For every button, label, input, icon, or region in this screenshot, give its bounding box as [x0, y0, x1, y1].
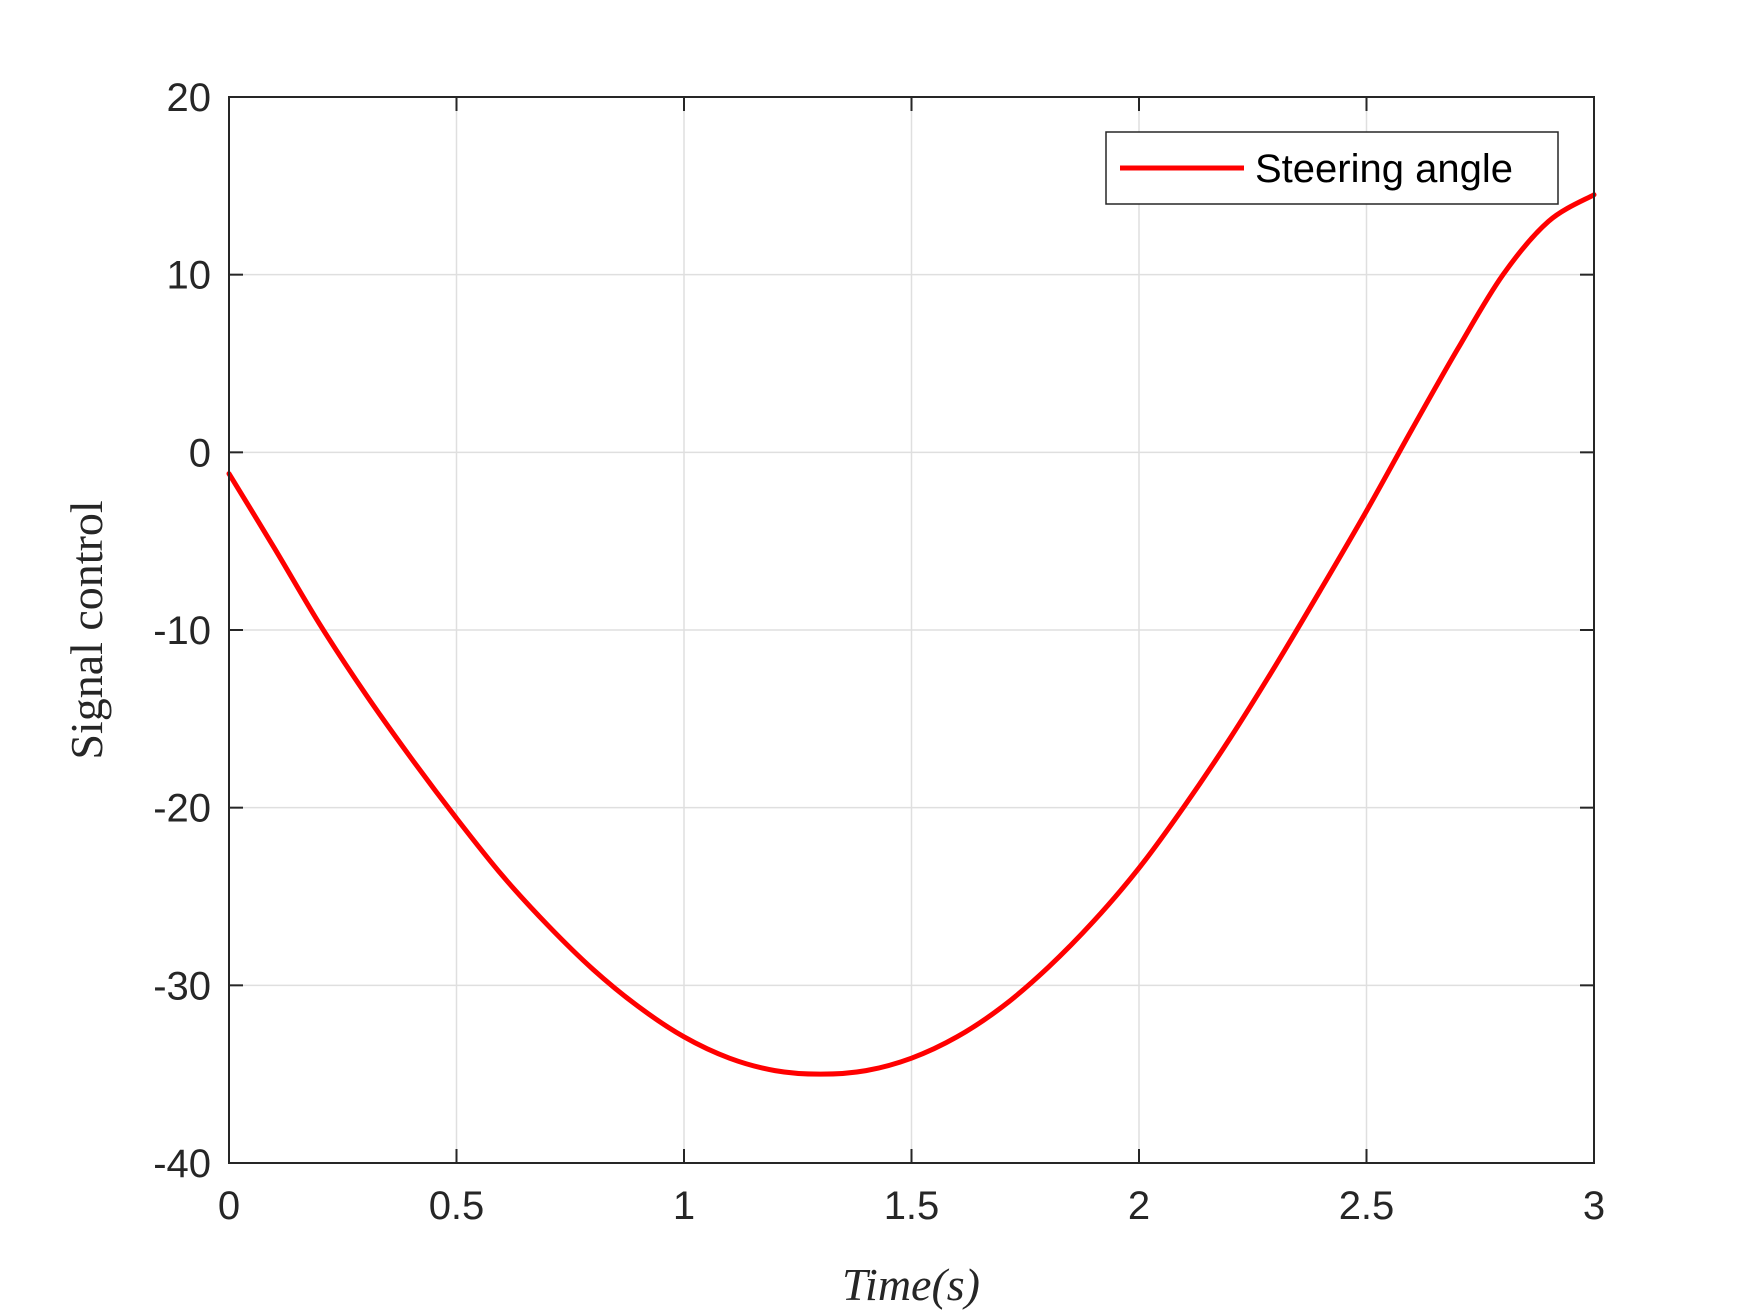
- series-line-steering-angle: [226, 192, 1597, 1077]
- y-tick-label: -30: [153, 964, 211, 1008]
- x-axis-title: Time(s): [842, 1259, 980, 1310]
- grid: [229, 97, 1594, 1163]
- x-tick-label: 2: [1128, 1184, 1150, 1228]
- legend-label: Steering angle: [1255, 147, 1513, 191]
- y-tick-label: 0: [189, 431, 211, 475]
- y-tick-label: -40: [153, 1142, 211, 1186]
- legend: Steering angle: [1105, 131, 1559, 205]
- ticks: [228, 96, 1595, 1164]
- tick-labels: 0 0.5 1 1.5 2 2.5 3 20 10 0 -10 -20 -30 -40: [153, 76, 1605, 1228]
- x-tick-label: 1.5: [884, 1184, 940, 1228]
- y-tick-label: -10: [153, 609, 211, 653]
- x-tick-label: 3: [1583, 1184, 1605, 1228]
- y-axis-title: Signal control: [61, 500, 112, 759]
- x-tick-label: 1: [673, 1184, 695, 1228]
- x-tick-label: 0.5: [429, 1184, 485, 1228]
- y-tick-label: -20: [153, 787, 211, 831]
- x-tick-label: 0: [218, 1184, 240, 1228]
- series-layer: [226, 192, 1597, 1077]
- x-tick-label: 2.5: [1339, 1184, 1395, 1228]
- y-tick-label: 10: [167, 254, 212, 298]
- y-tick-label: 20: [167, 76, 212, 120]
